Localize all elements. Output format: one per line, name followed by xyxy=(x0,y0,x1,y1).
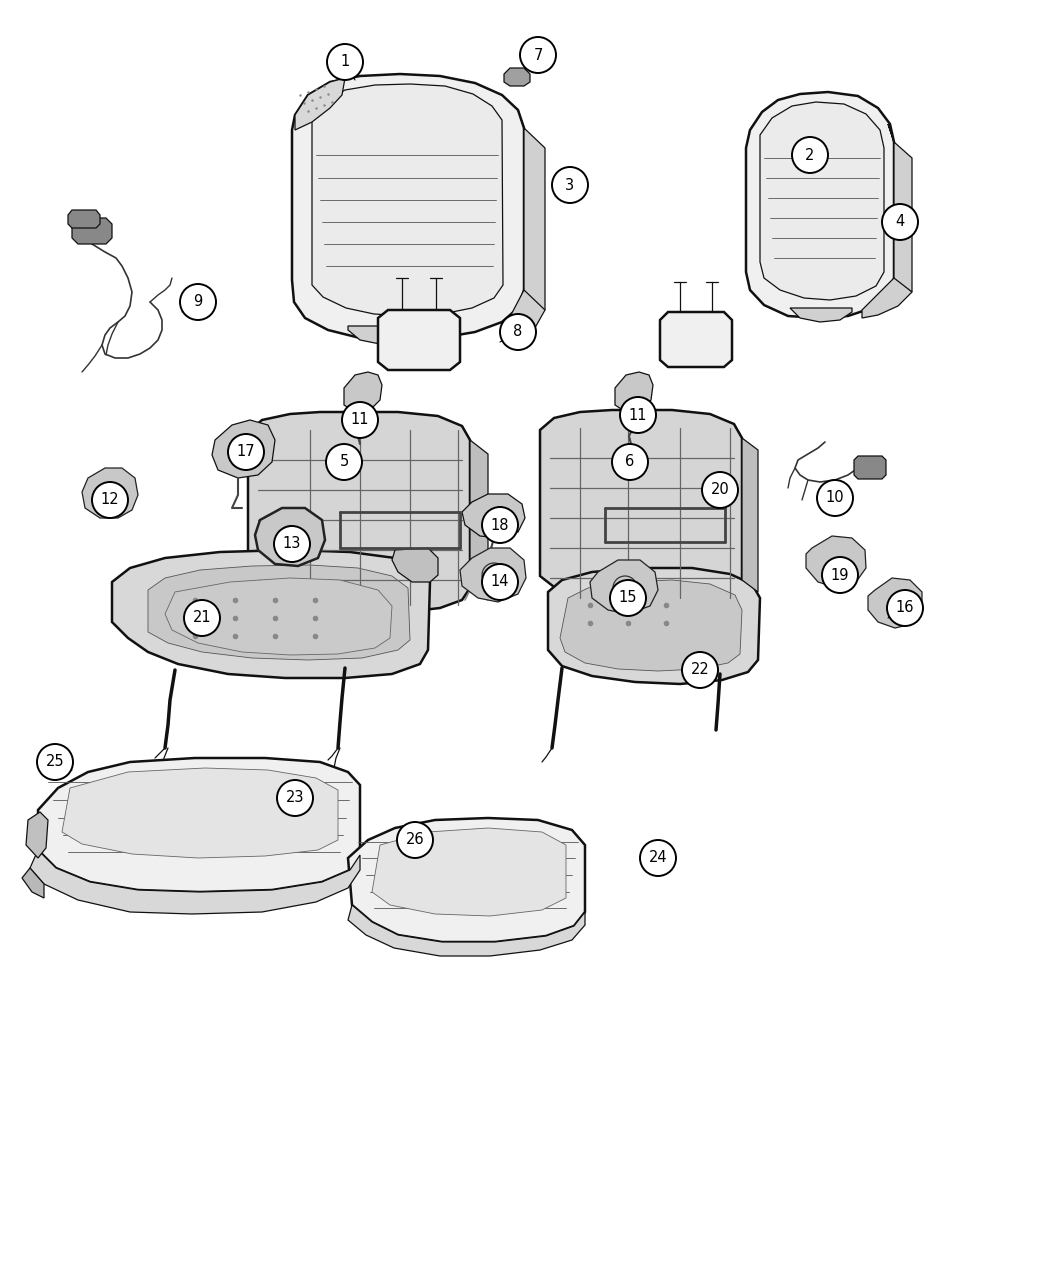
Polygon shape xyxy=(72,218,112,244)
Circle shape xyxy=(612,444,648,479)
Polygon shape xyxy=(212,419,275,478)
Text: 11: 11 xyxy=(629,408,647,422)
Text: 25: 25 xyxy=(46,755,64,770)
Text: 21: 21 xyxy=(193,611,211,626)
Circle shape xyxy=(228,434,264,470)
Text: 8: 8 xyxy=(513,325,523,339)
Polygon shape xyxy=(62,768,338,858)
Polygon shape xyxy=(548,567,760,683)
Polygon shape xyxy=(560,580,742,671)
Text: 6: 6 xyxy=(626,454,634,469)
Polygon shape xyxy=(292,74,524,340)
Polygon shape xyxy=(760,102,884,300)
Circle shape xyxy=(682,652,718,688)
Circle shape xyxy=(702,472,738,507)
Text: 10: 10 xyxy=(825,491,844,505)
Text: 15: 15 xyxy=(618,590,637,606)
Polygon shape xyxy=(540,411,742,606)
Text: 20: 20 xyxy=(711,482,730,497)
Polygon shape xyxy=(888,124,912,292)
Circle shape xyxy=(640,840,676,876)
Circle shape xyxy=(327,45,363,80)
Circle shape xyxy=(92,482,128,518)
Polygon shape xyxy=(590,560,658,615)
Polygon shape xyxy=(734,425,758,592)
Text: 17: 17 xyxy=(236,445,255,459)
Polygon shape xyxy=(112,550,430,678)
Polygon shape xyxy=(22,868,44,898)
Polygon shape xyxy=(392,548,438,581)
Polygon shape xyxy=(312,84,503,316)
Polygon shape xyxy=(790,309,852,323)
Circle shape xyxy=(342,402,378,439)
Polygon shape xyxy=(255,507,326,566)
Text: 23: 23 xyxy=(286,790,304,806)
Polygon shape xyxy=(462,426,488,601)
Polygon shape xyxy=(38,759,360,892)
Text: 26: 26 xyxy=(405,833,424,848)
Text: 3: 3 xyxy=(566,177,574,193)
Circle shape xyxy=(882,204,918,240)
Text: 13: 13 xyxy=(282,537,301,552)
Text: 19: 19 xyxy=(831,567,849,583)
Polygon shape xyxy=(248,412,470,612)
Polygon shape xyxy=(746,92,894,317)
Polygon shape xyxy=(348,905,585,956)
Polygon shape xyxy=(378,310,460,370)
Polygon shape xyxy=(660,312,732,367)
Polygon shape xyxy=(348,819,585,942)
Text: 4: 4 xyxy=(896,214,905,230)
Polygon shape xyxy=(862,278,912,317)
Circle shape xyxy=(500,314,536,351)
Polygon shape xyxy=(868,578,922,629)
Circle shape xyxy=(552,167,588,203)
Polygon shape xyxy=(295,78,345,130)
Text: 24: 24 xyxy=(649,850,668,866)
Text: 1: 1 xyxy=(340,55,350,70)
Polygon shape xyxy=(82,468,138,518)
Text: 14: 14 xyxy=(490,575,509,589)
Circle shape xyxy=(482,507,518,543)
Text: 22: 22 xyxy=(691,663,710,677)
Polygon shape xyxy=(502,289,545,340)
Circle shape xyxy=(822,557,858,593)
Text: 5: 5 xyxy=(339,454,349,469)
Text: 7: 7 xyxy=(533,47,543,62)
Circle shape xyxy=(37,745,74,780)
Polygon shape xyxy=(372,827,566,915)
Circle shape xyxy=(792,136,828,173)
Circle shape xyxy=(817,479,853,516)
Text: 9: 9 xyxy=(193,295,203,310)
Polygon shape xyxy=(518,110,545,310)
Circle shape xyxy=(610,580,646,616)
Circle shape xyxy=(274,527,310,562)
Polygon shape xyxy=(148,565,410,660)
Circle shape xyxy=(184,601,220,636)
Polygon shape xyxy=(68,210,100,228)
Circle shape xyxy=(180,284,216,320)
Polygon shape xyxy=(854,456,886,479)
Polygon shape xyxy=(615,372,653,412)
Text: 2: 2 xyxy=(805,148,815,162)
Polygon shape xyxy=(344,372,382,412)
Polygon shape xyxy=(504,68,530,85)
Circle shape xyxy=(520,37,556,73)
Polygon shape xyxy=(348,326,452,344)
Circle shape xyxy=(887,590,923,626)
Text: 12: 12 xyxy=(101,492,120,507)
Circle shape xyxy=(326,444,362,479)
Circle shape xyxy=(482,564,518,601)
Polygon shape xyxy=(462,493,525,538)
Polygon shape xyxy=(26,812,48,858)
Text: 11: 11 xyxy=(351,413,370,427)
Text: 16: 16 xyxy=(896,601,915,616)
Polygon shape xyxy=(460,548,526,602)
Text: 18: 18 xyxy=(490,518,509,533)
Circle shape xyxy=(277,780,313,816)
Polygon shape xyxy=(30,850,360,914)
Polygon shape xyxy=(806,536,866,588)
Circle shape xyxy=(397,822,433,858)
Circle shape xyxy=(620,397,656,434)
Polygon shape xyxy=(165,578,392,655)
